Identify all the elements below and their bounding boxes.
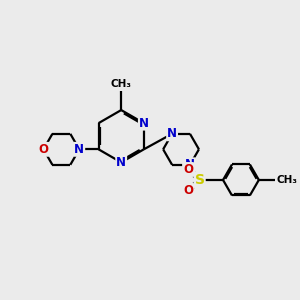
- Text: N: N: [74, 143, 84, 156]
- Text: O: O: [183, 184, 193, 197]
- Text: N: N: [167, 127, 177, 140]
- Text: S: S: [195, 173, 205, 187]
- Text: O: O: [183, 163, 193, 176]
- Text: O: O: [38, 143, 49, 156]
- Text: CH₃: CH₃: [111, 80, 132, 89]
- Text: N: N: [139, 117, 149, 130]
- Text: N: N: [116, 156, 126, 169]
- Text: N: N: [185, 158, 195, 171]
- Text: CH₃: CH₃: [277, 175, 298, 185]
